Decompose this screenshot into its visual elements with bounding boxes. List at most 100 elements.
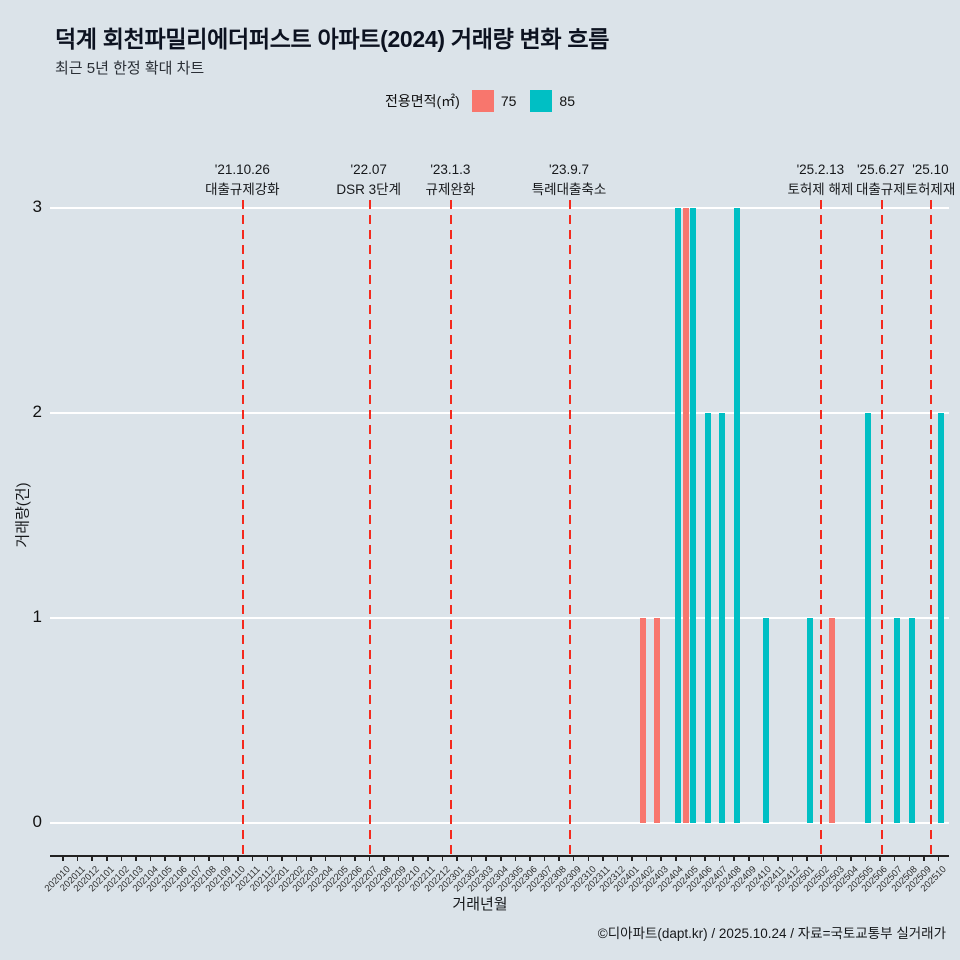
legend-label-75: 75	[500, 93, 517, 109]
x-tick-mark	[893, 855, 896, 861]
x-tick-mark	[427, 855, 429, 861]
x-tick-mark	[339, 855, 341, 861]
legend-swatch-85	[530, 90, 553, 112]
x-tick-mark	[91, 855, 93, 861]
annotation-line-3	[569, 200, 571, 855]
x-tick-mark	[923, 855, 925, 861]
x-tick-mark	[835, 855, 838, 861]
bar-85-202404	[675, 208, 682, 823]
annotation-date: '23.1.3	[430, 162, 471, 177]
annotation-text: DSR 3단계	[336, 182, 401, 197]
annotation-label-6: '25.10 토허제재	[906, 160, 956, 200]
x-tick-mark	[762, 855, 765, 861]
annotation-date: '25.2.13	[796, 162, 845, 177]
x-tick-mark	[281, 855, 283, 861]
x-tick-mark	[324, 855, 327, 861]
x-tick-mark	[412, 855, 414, 861]
x-tick-mark	[354, 855, 356, 861]
legend: 전용면적(㎡) 75 85	[0, 90, 960, 112]
annotation-label-2: '23.1.3 규제완화	[426, 160, 476, 200]
x-tick-mark	[748, 855, 750, 861]
legend-item-75: 75	[471, 90, 517, 112]
x-tick-mark	[222, 855, 225, 861]
y-tick-label-3: 3	[32, 197, 42, 216]
annotation-label-3: '23.9.7 특례대출축소	[532, 160, 607, 200]
x-tick-mark	[397, 855, 400, 861]
x-tick-mark	[295, 855, 298, 861]
bar-75-202503	[829, 618, 836, 823]
annotation-text: 대출규제강화	[205, 182, 280, 197]
x-tick-mark	[675, 855, 677, 861]
x-tick-mark	[908, 855, 911, 861]
x-tick-mark	[879, 855, 881, 861]
bar-75-202403	[654, 618, 661, 823]
x-tick-mark	[456, 855, 458, 861]
x-tick-mark	[193, 855, 196, 861]
annotation-text: 대출규제	[855, 182, 906, 197]
bar-85-202508	[908, 618, 915, 823]
annotation-label-1: '22.07 DSR 3단계	[336, 160, 401, 200]
gridline-y-3	[50, 207, 949, 209]
x-tick-mark	[777, 855, 779, 861]
x-tick-mark	[470, 855, 473, 861]
legend-item-85: 85	[530, 90, 575, 112]
x-tick-mark	[500, 855, 502, 861]
x-tick-mark	[62, 855, 64, 861]
x-tick-mark	[120, 855, 123, 861]
bar-85-202406	[704, 413, 711, 823]
annotation-label-4: '25.2.13 토허제 해제	[787, 160, 853, 200]
bar-85-202408	[733, 208, 740, 823]
annotation-label-0: '21.10.26 대출규제강화	[205, 160, 280, 200]
annotation-date: '22.07	[350, 162, 387, 177]
x-tick-mark	[266, 855, 269, 861]
x-tick-mark	[616, 855, 619, 861]
x-tick-mark	[864, 855, 867, 861]
x-tick-mark	[179, 855, 181, 861]
gridline-y-2	[50, 412, 949, 414]
annotation-label-5: '25.6.27 대출규제	[856, 160, 906, 200]
x-tick-mark	[558, 855, 560, 861]
bar-85-202410	[762, 618, 769, 823]
x-tick-mark	[645, 855, 648, 861]
x-tick-mark	[208, 855, 210, 861]
x-tick-mark	[514, 855, 517, 861]
annotation-line-2	[450, 200, 453, 855]
x-axis-line	[50, 855, 949, 857]
gridline-y-0	[50, 822, 949, 824]
annotation-date: '23.9.7	[548, 162, 590, 177]
bar-75-202402	[639, 618, 646, 823]
x-tick-mark	[631, 855, 633, 861]
annotation-date: '25.10	[912, 162, 949, 177]
bar-85-202507	[894, 618, 901, 823]
x-tick-mark	[251, 855, 254, 861]
bar-85-202405	[689, 208, 696, 823]
x-tick-mark	[602, 855, 604, 861]
x-tick-mark	[149, 855, 152, 861]
x-tick-mark	[850, 855, 852, 861]
bar-85-202510	[937, 413, 944, 823]
annotation-line-6	[930, 200, 933, 855]
annotation-text: 토허제 해제	[787, 182, 854, 197]
annotation-line-4	[820, 200, 823, 855]
x-tick-mark	[718, 855, 721, 861]
legend-label-85: 85	[559, 93, 575, 109]
x-tick-mark	[587, 855, 590, 861]
x-tick-mark	[660, 855, 662, 861]
legend-title: 전용면적(㎡)	[384, 93, 460, 109]
bar-85-202407	[719, 413, 726, 823]
x-tick-mark	[485, 855, 487, 861]
bar-85-202501	[806, 618, 813, 823]
chart-title: 덕계 회천파밀리에더퍼스트 아파트(2024) 거래량 변화 흐름	[55, 26, 610, 52]
x-tick-mark	[791, 855, 794, 861]
annotation-date: '21.10.26	[214, 162, 270, 177]
x-tick-mark	[572, 855, 575, 861]
x-axis-label: 거래년월	[452, 896, 508, 913]
annotation-text: 토허제재	[905, 182, 956, 197]
x-tick-mark	[164, 855, 166, 861]
y-tick-label-0: 0	[32, 812, 42, 831]
x-tick-mark	[383, 855, 385, 861]
legend-items: 75 85	[471, 90, 575, 112]
x-tick-mark	[543, 855, 546, 861]
annotation-text: 규제완화	[425, 182, 476, 197]
